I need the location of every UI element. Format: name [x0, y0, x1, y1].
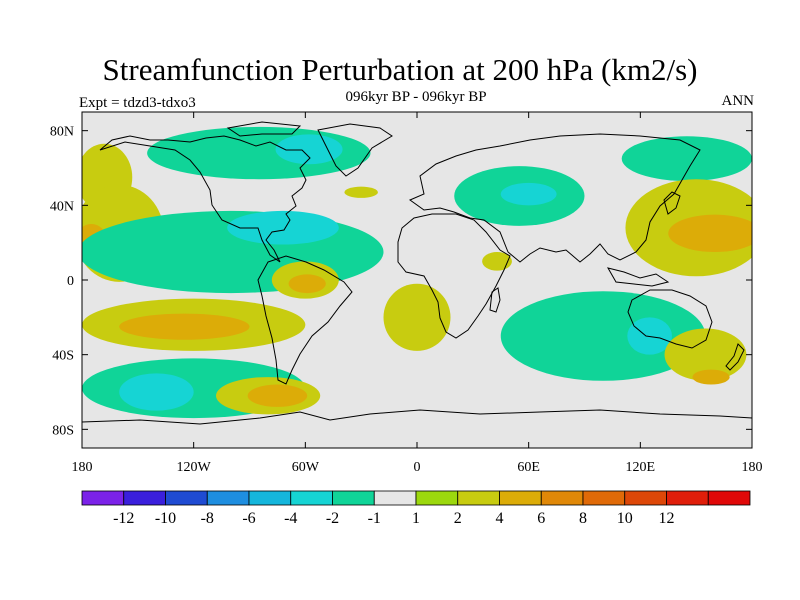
colorbar-swatch [707, 490, 751, 506]
colorbar-swatch [373, 490, 417, 506]
contour-region-south-pacific-core [119, 313, 250, 340]
contour-region-tasman-positive [664, 328, 747, 381]
contour-region-drake-passage-core [247, 384, 308, 407]
colorbar-swatch [624, 490, 667, 506]
colorbar-label: 6 [537, 510, 545, 527]
colorbar-swatch [540, 490, 584, 506]
coastline-new-zealand [725, 343, 745, 371]
contour-region-north-atlantic-positive [344, 186, 378, 198]
lon-tick-label: 120W [177, 460, 212, 475]
colorbar-label: 10 [617, 510, 633, 527]
colorbar-label: 8 [579, 510, 587, 527]
colorbar-label: -2 [326, 510, 339, 527]
lon-tick-label: 180 [742, 460, 763, 475]
lat-tick-label: 0 [67, 274, 74, 289]
lon-tick-label: 180 [72, 460, 93, 475]
season-label: ANN [721, 93, 755, 109]
lat-tick-label: 80S [52, 423, 74, 438]
colorbar-swatch [81, 490, 125, 506]
lon-tick-label: 60W [292, 460, 320, 475]
coastline-arctic-islands [226, 121, 302, 137]
colorbar-swatch [206, 490, 250, 506]
lat-tick-label: 40S [52, 349, 74, 364]
colorbar-label: -1 [368, 510, 381, 527]
contour-region-tasman-core [692, 369, 730, 385]
colorbar-label: -12 [113, 510, 134, 527]
coastline-indonesia [606, 267, 670, 287]
colorbar-label: 4 [496, 510, 504, 527]
coastline-madagascar [489, 287, 501, 313]
colorbar-label: -10 [155, 510, 176, 527]
colorbar-swatch [666, 490, 709, 506]
coastline-layer [82, 121, 752, 425]
lon-tick-label: 0 [414, 460, 421, 475]
contour-region-atlantic-tropical-positive [383, 283, 451, 351]
colorbar-swatch [165, 490, 208, 506]
contour-fill-layer [82, 126, 752, 419]
contour-region-indian-ocean-negative [500, 291, 706, 381]
colorbar-label: -4 [284, 510, 297, 527]
plot-subtitle: 096kyr BP - 096kyr BP [345, 89, 487, 105]
colorbar-swatch [332, 490, 375, 506]
contour-region-australia-negative-core [627, 317, 672, 355]
coastline-eurasia [408, 133, 701, 263]
coastline-south-america [257, 255, 353, 385]
contour-region-caribbean-core-negative [227, 210, 339, 245]
coastline-greenland [317, 123, 393, 177]
colorbar-swatch [290, 490, 333, 506]
contour-region-siberia-negative [621, 136, 752, 182]
colorbar-swatch [582, 490, 626, 506]
colorbar-label: 2 [454, 510, 462, 527]
lon-tick-label: 60E [517, 460, 540, 475]
lat-tick-label: 80N [50, 125, 74, 140]
colorbar-label: 12 [659, 510, 675, 527]
colorbar-label: -8 [201, 510, 214, 527]
coastline-north-america [99, 135, 311, 263]
contour-region-south-pacific-negative-core [119, 373, 194, 411]
contour-region-central-asia-core [500, 182, 557, 206]
coastline-africa [397, 213, 511, 339]
colorbar-label: 1 [412, 510, 420, 527]
coastline-japan [663, 191, 681, 215]
colorbar-swatch [415, 490, 459, 506]
plot-title: Streamfunction Perturbation at 200 hPa (… [102, 52, 698, 87]
experiment-label: Expt = tdzd3-tdxo3 [79, 95, 196, 111]
lat-tick-label: 40N [50, 199, 74, 214]
coastline-australia [627, 289, 713, 349]
colorbar-swatch [123, 490, 166, 506]
colorbar-label: -6 [242, 510, 255, 527]
contour-region-canada-core-negative [275, 134, 343, 165]
colorbar-swatch [499, 490, 542, 506]
coastline-antarctica [82, 409, 752, 425]
colorbar-swatch [248, 490, 292, 506]
colorbar: -12 -10 -8 -6 -4 -2 -1 1 2 4 6 8 10 12 [81, 490, 751, 527]
axis-ticks: 80N 40N 0 40S 80S 180 120W 60W 0 60E 120E 180 [50, 112, 763, 475]
contour-region-west-pacific-core [668, 214, 752, 252]
lon-tick-label: 120E [626, 460, 656, 475]
colorbar-swatch [457, 490, 500, 506]
contour-region-arabian-sea-positive [482, 252, 512, 271]
contour-region-south-america-core [288, 274, 326, 294]
